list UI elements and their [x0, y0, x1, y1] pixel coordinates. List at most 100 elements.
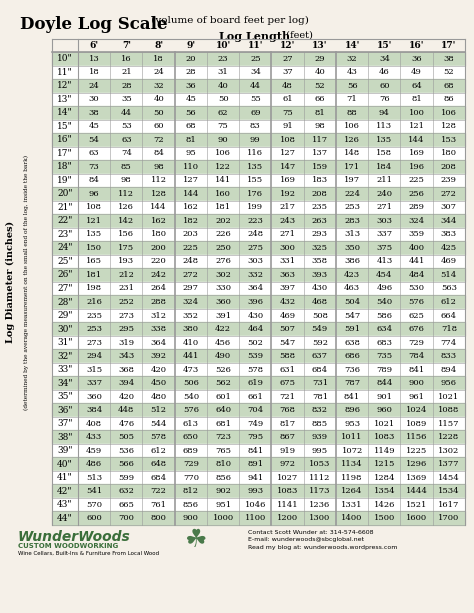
Text: 683: 683: [376, 338, 392, 346]
Text: 44: 44: [250, 82, 261, 89]
Text: 240: 240: [376, 190, 392, 198]
Text: 48: 48: [282, 82, 293, 89]
Text: 578: 578: [151, 433, 167, 441]
Text: 736: 736: [344, 365, 360, 373]
Text: 212: 212: [118, 271, 134, 279]
Text: 198: 198: [86, 284, 102, 292]
Text: 98: 98: [121, 177, 132, 185]
Text: 300: 300: [280, 244, 296, 252]
Text: 536: 536: [118, 447, 134, 455]
Text: 297: 297: [183, 284, 199, 292]
Text: 420: 420: [118, 392, 134, 401]
Text: 588: 588: [280, 352, 296, 360]
Text: 183: 183: [312, 177, 328, 185]
Text: 364: 364: [247, 284, 264, 292]
Text: 386: 386: [344, 257, 360, 265]
Text: 343: 343: [118, 352, 135, 360]
Text: 423: 423: [344, 271, 360, 279]
Text: 450: 450: [151, 379, 167, 387]
Text: 303: 303: [376, 217, 392, 225]
Text: 1089: 1089: [406, 420, 428, 428]
Text: 10': 10': [216, 41, 231, 50]
Text: 364: 364: [151, 338, 167, 346]
Text: 396: 396: [247, 298, 264, 306]
Text: 765: 765: [215, 447, 231, 455]
Text: 55: 55: [250, 95, 261, 104]
Text: 526: 526: [215, 365, 231, 373]
Text: 289: 289: [409, 204, 425, 211]
Text: 32: 32: [347, 55, 357, 63]
Text: 53: 53: [121, 123, 132, 131]
Text: 54: 54: [89, 136, 100, 144]
Text: 11': 11': [247, 41, 263, 50]
Bar: [52, 160, 465, 173]
Bar: [52, 268, 465, 282]
Text: 18: 18: [89, 68, 100, 76]
Text: 951: 951: [215, 501, 231, 509]
Text: 52: 52: [444, 68, 454, 76]
Text: 993: 993: [247, 487, 264, 495]
Text: 789: 789: [376, 365, 392, 373]
Text: 203: 203: [183, 230, 199, 238]
Text: 98: 98: [153, 163, 164, 171]
Text: 224: 224: [344, 190, 360, 198]
Text: 956: 956: [441, 379, 457, 387]
Text: 294: 294: [86, 352, 102, 360]
Text: 400: 400: [409, 244, 425, 252]
Text: 181: 181: [86, 271, 102, 279]
Text: 1500: 1500: [374, 514, 395, 522]
Text: 165: 165: [86, 257, 102, 265]
Text: 731: 731: [312, 379, 328, 387]
Text: 592: 592: [312, 338, 328, 346]
Text: 13': 13': [312, 41, 328, 50]
Text: 631: 631: [280, 365, 296, 373]
Text: 1011: 1011: [341, 433, 363, 441]
Text: 729: 729: [409, 338, 425, 346]
Text: 359: 359: [409, 230, 425, 238]
Text: 112: 112: [151, 177, 167, 185]
Text: 684: 684: [312, 365, 328, 373]
Text: 18": 18": [57, 162, 73, 172]
Text: 250: 250: [215, 244, 231, 252]
Text: 33": 33": [57, 365, 73, 374]
Text: 972: 972: [280, 460, 296, 468]
Text: 352: 352: [183, 311, 199, 319]
Text: 81: 81: [315, 109, 325, 117]
Bar: [52, 484, 465, 498]
Text: 220: 220: [151, 257, 166, 265]
Text: 135: 135: [86, 230, 102, 238]
Text: 689: 689: [183, 447, 199, 455]
Text: 68: 68: [444, 82, 454, 89]
Text: 135: 135: [376, 136, 392, 144]
Text: 217: 217: [280, 204, 296, 211]
Text: 721: 721: [280, 392, 296, 401]
Text: 44": 44": [57, 514, 73, 523]
Text: 1083: 1083: [277, 487, 298, 495]
Text: 73: 73: [89, 163, 100, 171]
Text: 459: 459: [86, 447, 102, 455]
Text: 1021: 1021: [438, 392, 459, 401]
Text: 319: 319: [118, 338, 135, 346]
Text: 812: 812: [183, 487, 199, 495]
Text: 476: 476: [118, 420, 135, 428]
Text: 40: 40: [218, 82, 228, 89]
Bar: [52, 282, 465, 295]
Text: 625: 625: [409, 311, 425, 319]
Text: (volume of board feet per log): (volume of board feet per log): [148, 16, 309, 25]
Text: 640: 640: [215, 406, 231, 414]
Text: 566: 566: [118, 460, 134, 468]
Text: 505: 505: [118, 433, 134, 441]
Bar: [52, 403, 465, 417]
Text: 71: 71: [347, 95, 357, 104]
Text: 271: 271: [280, 230, 296, 238]
Text: 547: 547: [344, 311, 360, 319]
Text: 264: 264: [151, 284, 167, 292]
Text: 410: 410: [183, 338, 199, 346]
Text: 60: 60: [379, 82, 390, 89]
Bar: [52, 39, 465, 52]
Text: 276: 276: [215, 257, 231, 265]
Text: 539: 539: [247, 352, 264, 360]
Bar: [52, 214, 465, 227]
Text: 1534: 1534: [438, 487, 460, 495]
Text: 540: 540: [183, 392, 199, 401]
